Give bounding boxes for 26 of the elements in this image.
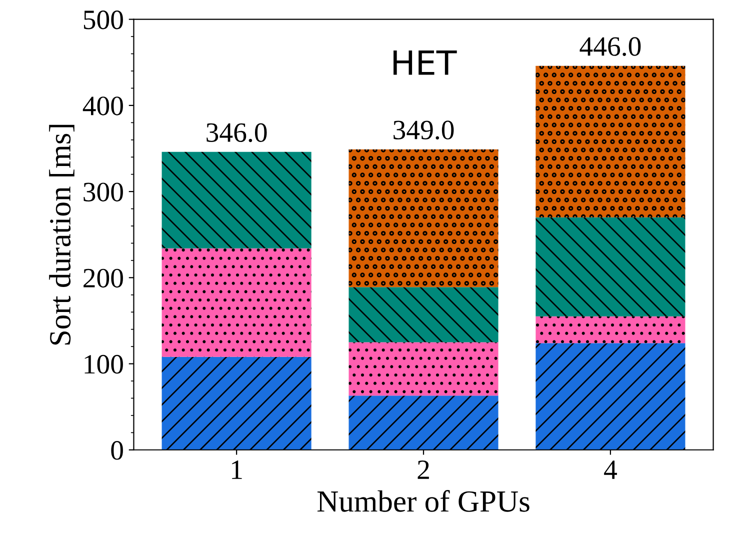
y-tick-label: 400 — [82, 96, 123, 116]
y-tick-label: 100 — [84, 354, 123, 374]
x-axis-title: Number of GPUs — [317, 490, 530, 512]
bar — [348, 342, 498, 396]
y-axis-title: Sort duration [ms] — [49, 124, 74, 345]
y-tick-label: 500 — [84, 10, 123, 30]
annotation: HET — [394, 50, 457, 75]
y-tick-label: 200 — [84, 268, 123, 288]
bar — [162, 356, 312, 450]
bar — [162, 248, 312, 357]
x-tick-label: 1 — [232, 460, 242, 479]
bar — [348, 287, 498, 342]
total-label: 346.0 — [206, 123, 267, 142]
x-tick-label: 2 — [418, 460, 429, 479]
bar — [536, 316, 686, 344]
bar — [536, 217, 686, 316]
total-label: 349.0 — [394, 120, 454, 140]
total-label: 446.0 — [580, 37, 641, 56]
y-tick-label: 300 — [84, 182, 123, 202]
y-tick-label: 0 — [111, 441, 123, 460]
bar — [536, 343, 686, 450]
bar — [348, 396, 498, 450]
bar — [162, 152, 312, 248]
x-tick-label: 4 — [604, 460, 617, 479]
bar — [348, 149, 498, 288]
bar — [536, 66, 686, 218]
